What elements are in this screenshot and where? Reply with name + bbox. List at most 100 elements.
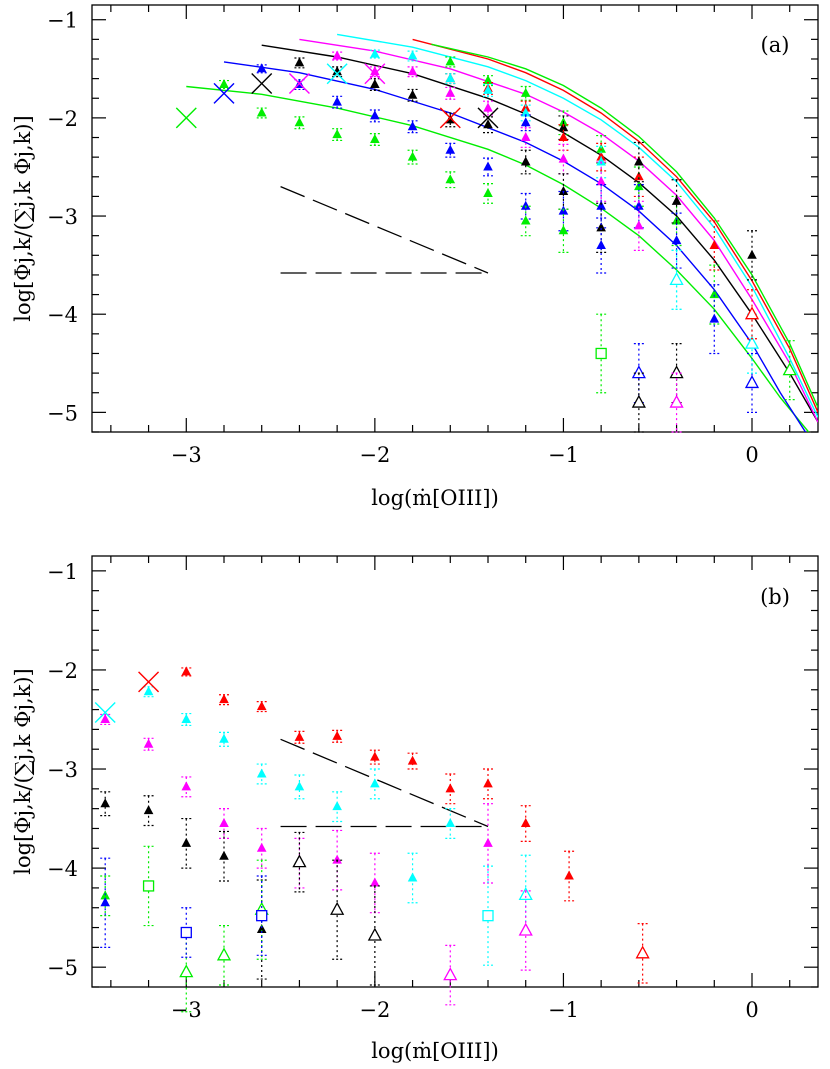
open-triangle-black (330, 901, 345, 915)
open-triangle-black (669, 365, 684, 379)
cross-marker-magenta (288, 73, 310, 95)
y-tick-label: −5 (47, 401, 78, 425)
data-point-blue (256, 63, 267, 73)
data-point-green (332, 129, 342, 139)
data-point-red (219, 694, 229, 704)
panel-label: (a) (761, 33, 790, 57)
panel-b: −3 −2 −1 0 −1 −2 −3 −4 −5 log(ṁ[OIII]) log[Φj,k/(∑… (11, 555, 819, 1063)
model-curve-black (261, 44, 818, 423)
data-point-magenta (483, 837, 493, 847)
data-point-green (407, 151, 418, 161)
y-tick-label: −4 (47, 303, 78, 327)
data-point-blue (596, 239, 606, 249)
model-curve-green (186, 85, 810, 432)
data-point-black (143, 805, 154, 815)
open-triangle-red (635, 945, 650, 959)
data-point-magenta (256, 842, 267, 852)
data-point-magenta (407, 66, 418, 76)
data-point-magenta (634, 220, 644, 230)
model-curve-blue (223, 61, 807, 432)
data-point-blue (709, 313, 720, 323)
data-point-black (558, 186, 569, 196)
data-point-blue (370, 110, 380, 120)
data-point-green (709, 289, 720, 299)
x-tick-label: 0 (745, 998, 758, 1022)
cross-marker-black (251, 73, 273, 95)
cross-marker-cyan (94, 702, 116, 724)
data-point-red (370, 751, 380, 761)
data-point-red (256, 701, 267, 711)
data-point-black (671, 195, 682, 205)
x-tick-label: −2 (359, 443, 390, 467)
data-point-blue (634, 200, 644, 210)
open-square-blue (180, 926, 192, 939)
data-point-magenta (445, 87, 456, 97)
slope-guide-line (280, 185, 489, 274)
x-axis-label: log(ṁ[OIII]) (371, 486, 499, 510)
open-triangle-black (631, 394, 646, 408)
data-point-blue (520, 117, 531, 127)
data-point-green (483, 75, 493, 85)
y-tick-label: −3 (47, 205, 78, 229)
data-point-black (181, 837, 192, 847)
open-triangle-cyan (669, 271, 684, 286)
data-point-cyan (143, 686, 154, 696)
data-point-magenta (370, 877, 380, 887)
data-point-red (634, 171, 644, 181)
data-point-green (370, 133, 380, 143)
data-point-red (332, 730, 342, 740)
x-tick-label: −1 (548, 443, 579, 467)
data-point-magenta (520, 132, 531, 142)
data-point-green (445, 56, 456, 66)
data-point-black (483, 119, 493, 129)
open-triangle-red (744, 306, 760, 320)
data-point-green (256, 107, 267, 117)
data-point-black (407, 89, 418, 99)
cross-marker-magenta (364, 63, 386, 85)
data-point-cyan (370, 48, 380, 58)
cross-marker-blue (213, 82, 235, 104)
data-point-red (181, 666, 192, 676)
data-point-red (596, 151, 606, 161)
data-point-red (294, 731, 305, 741)
data-point-blue (407, 121, 418, 131)
model-curve-red (412, 38, 818, 413)
data-point-blue (445, 144, 456, 154)
cross-marker-green (175, 107, 197, 129)
data-point-green (520, 87, 531, 97)
data-point-cyan (181, 713, 192, 723)
cross-marker-black (477, 107, 499, 129)
data-point-green (445, 174, 456, 184)
data-point-red (483, 778, 493, 788)
open-triangle-cyan (744, 335, 760, 349)
data-point-magenta (370, 66, 380, 76)
open-triangle-magenta (443, 967, 458, 981)
data-point-red (520, 818, 531, 828)
y-tick-label: −4 (47, 857, 78, 881)
data-point-black (596, 222, 606, 232)
open-triangle-magenta (518, 922, 533, 936)
y-tick-label: −2 (47, 107, 78, 131)
data-point-cyan (407, 50, 418, 60)
data-point-black (219, 850, 229, 860)
data-point-green (520, 215, 531, 225)
data-point-cyan (294, 781, 305, 791)
data-point-blue (100, 897, 110, 907)
x-tick-label: −3 (171, 443, 202, 467)
data-point-black (747, 249, 757, 259)
x-tick-label: −3 (171, 998, 202, 1022)
open-square-blue (256, 910, 268, 922)
open-triangle-green (216, 947, 232, 961)
y-tick-label: −2 (47, 659, 78, 683)
x-tick-label: −1 (548, 998, 579, 1022)
data-point-cyan (370, 778, 380, 788)
data-point-black (520, 156, 531, 166)
data-point-magenta (219, 818, 229, 828)
data-point-red (407, 755, 418, 765)
data-point-magenta (143, 738, 154, 748)
cross-marker-cyan (326, 63, 348, 85)
data-point-black (256, 924, 267, 934)
x-tick-label: 0 (745, 443, 758, 467)
model-curve-magenta (299, 38, 818, 423)
y-tick-label: −3 (47, 758, 78, 782)
